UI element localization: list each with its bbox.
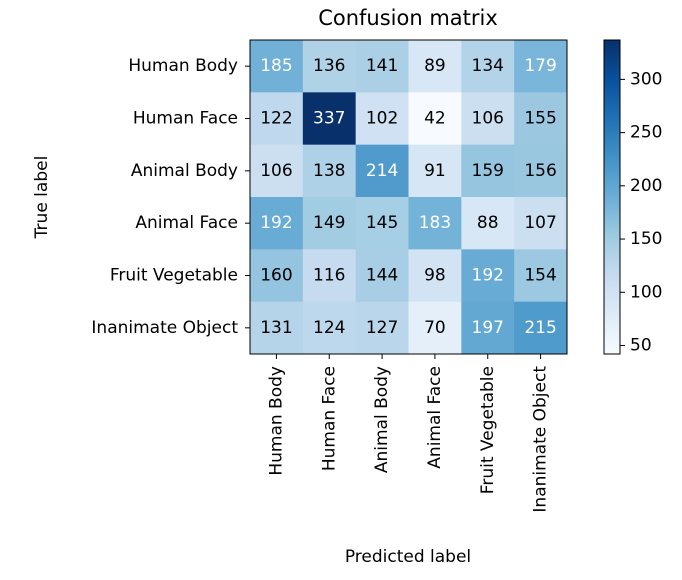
cell-label: 136 [313, 56, 345, 76]
heatmap-cell [355, 92, 409, 146]
colorbar-tick-label: 100 [630, 282, 662, 302]
heatmap-cell [302, 144, 357, 198]
cell-label: 88 [477, 213, 499, 233]
colorbar [603, 39, 621, 355]
heatmap-cell [250, 301, 304, 355]
x-tick-label: Human Face [319, 366, 339, 471]
plot-frame [249, 39, 568, 355]
heatmap-cell [355, 40, 409, 93]
heatmap-cell [355, 197, 409, 250]
heatmap-cell [302, 197, 357, 250]
heatmap-cell [302, 249, 357, 303]
heatmap-cell [514, 40, 568, 93]
x-tick-label: Inanimate Object [531, 366, 551, 513]
cell-label: 70 [424, 318, 446, 338]
y-axis-label: True label [32, 156, 52, 240]
heatmap-cell [250, 249, 304, 303]
heatmap-cell [302, 92, 357, 146]
chart-title: Confusion matrix [318, 6, 498, 30]
cell-label: 141 [366, 56, 398, 76]
heatmap-cell [408, 197, 462, 250]
heatmap-cell [250, 40, 304, 93]
colorbar-tick-label: 250 [630, 123, 662, 143]
heatmap-cell [408, 40, 462, 93]
heatmap-cell [408, 92, 462, 146]
y-tick-label: Human Face [133, 109, 238, 129]
heatmap-cell [461, 144, 515, 198]
x-tick-label: Animal Face [425, 366, 445, 469]
cell-label: 134 [472, 56, 504, 76]
heatmap-cell [461, 92, 515, 146]
cell-label: 106 [260, 161, 292, 181]
cell-label: 149 [313, 213, 345, 233]
heatmap-cell [355, 144, 409, 198]
heatmap-cell [514, 249, 568, 303]
cell-label: 192 [260, 213, 292, 233]
cell-label: 197 [472, 318, 504, 338]
cell-label: 91 [424, 161, 446, 181]
cell-label: 215 [524, 318, 556, 338]
colorbar-tick-label: 300 [630, 69, 662, 89]
heatmap-cell [408, 144, 462, 198]
cell-label: 42 [424, 109, 446, 129]
cell-label: 179 [524, 56, 556, 76]
cell-label: 160 [260, 266, 292, 286]
cell-label: 159 [472, 161, 504, 181]
y-tick-label: Animal Face [135, 213, 238, 233]
cell-label: 185 [260, 56, 292, 76]
heatmap-cell [461, 197, 515, 250]
cell-label: 124 [313, 318, 345, 338]
heatmap-cell [461, 40, 515, 93]
heatmap-cell [250, 144, 304, 198]
colorbar-tick-label: 150 [630, 229, 662, 249]
heatmap-cell [408, 249, 462, 303]
cell-label: 155 [524, 109, 556, 129]
heatmap-cell [514, 197, 568, 250]
y-tick-label: Fruit Vegetable [110, 266, 238, 286]
heatmap-cell [408, 301, 462, 355]
cell-label: 106 [472, 109, 504, 129]
cell-label: 156 [524, 161, 556, 181]
heatmap-cell [461, 249, 515, 303]
cell-label: 138 [313, 161, 345, 181]
cell-label: 107 [524, 213, 556, 233]
cell-label: 183 [419, 213, 451, 233]
cell-label: 145 [366, 213, 398, 233]
heatmap-cell [355, 301, 409, 355]
cell-label: 116 [313, 266, 345, 286]
cell-label: 337 [313, 109, 345, 129]
cell-label: 98 [424, 266, 446, 286]
heatmap-cell [250, 92, 304, 146]
y-tick-label: Inanimate Object [91, 318, 238, 338]
cell-label: 154 [524, 266, 556, 286]
colorbar-tick-label: 50 [630, 335, 652, 355]
colorbar-tick-label: 200 [630, 176, 662, 196]
heatmap-cell [355, 249, 409, 303]
heatmap-cell [514, 144, 568, 198]
heatmap-cell [250, 197, 304, 250]
cell-label: 102 [366, 109, 398, 129]
cell-label: 131 [260, 318, 292, 338]
heatmap-cell [514, 301, 568, 355]
heatmap-cell [514, 92, 568, 146]
x-tick-label: Animal Body [372, 366, 392, 473]
x-tick-label: Human Body [266, 366, 286, 476]
cell-label: 214 [366, 161, 398, 181]
heatmap-cell [302, 301, 357, 355]
heatmap-cell [461, 301, 515, 355]
cell-label: 127 [366, 318, 398, 338]
heatmap-cell [302, 40, 357, 93]
y-tick-label: Animal Body [131, 161, 238, 181]
cell-label: 192 [472, 266, 504, 286]
x-axis-label: Predicted label [345, 547, 471, 567]
cell-label: 89 [424, 56, 446, 76]
x-tick-label: Fruit Vegetable [478, 366, 498, 494]
cell-label: 122 [260, 109, 292, 129]
y-tick-label: Human Body [128, 56, 238, 76]
cell-label: 144 [366, 266, 398, 286]
